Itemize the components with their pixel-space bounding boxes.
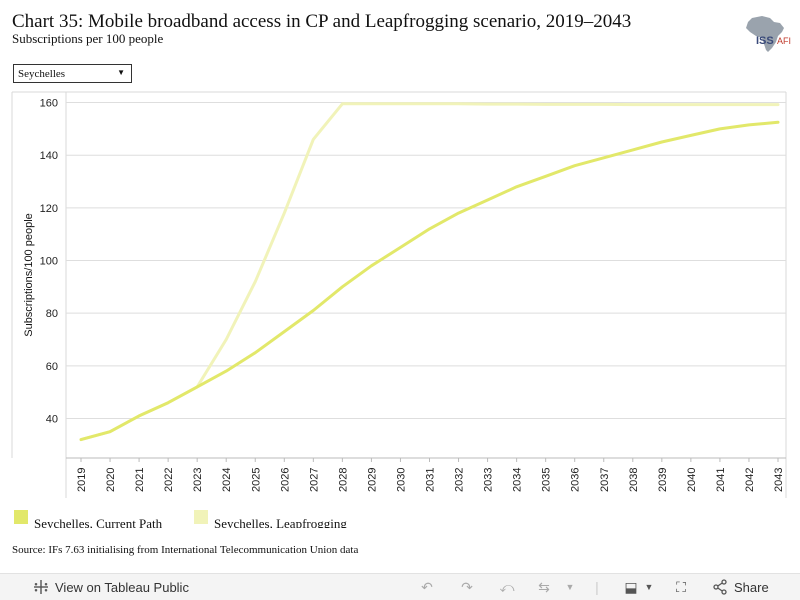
legend-swatch-leapfrogging [194, 510, 208, 524]
x-tick-label: 2024 [221, 468, 233, 492]
y-tick-label: 160 [40, 98, 58, 110]
tableau-toolbar: View on Tableau Public ↶ ↷ ⤺ ⇆ ▼ | ⬓ ▼ ⛶… [0, 573, 800, 600]
logo-text: ISS [756, 35, 774, 47]
y-axis-label: Subscriptions/100 people [23, 213, 35, 337]
x-tick-label: 2025 [250, 468, 262, 492]
x-tick-label: 2031 [425, 468, 437, 492]
y-tick-label: 120 [40, 203, 58, 215]
share-button[interactable]: Share [712, 579, 769, 595]
revert-icon[interactable]: ⤺ [499, 579, 515, 595]
y-tick-label: 40 [46, 414, 58, 426]
x-tick-label: 2033 [483, 468, 495, 492]
redo-icon[interactable]: ↷ [461, 579, 473, 595]
x-tick-label: 2030 [395, 468, 407, 492]
legend-label-current-path: Seychelles, Current Path [34, 516, 163, 528]
legend: Seychelles, Current Path Seychelles, Lea… [14, 510, 414, 528]
x-tick-label: 2028 [337, 468, 349, 492]
x-tick-label: 2032 [454, 468, 466, 492]
x-tick-label: 2020 [105, 468, 117, 492]
x-tick-label: 2043 [773, 468, 785, 492]
refresh-icon[interactable]: ⇆ [538, 579, 550, 595]
y-tick-label: 140 [40, 150, 58, 162]
x-tick-label: 2037 [599, 468, 611, 492]
x-tick-label: 2035 [541, 468, 553, 492]
x-tick-label: 2021 [134, 468, 146, 492]
iss-africa-logo: ISS AFI [746, 16, 791, 52]
y-tick-label: 100 [40, 256, 58, 268]
legend-swatch-current-path [14, 510, 28, 524]
y-tick-label: 60 [46, 361, 58, 373]
share-label: Share [734, 579, 769, 595]
fullscreen-icon[interactable]: ⛶ [676, 579, 686, 595]
x-tick-label: 2022 [163, 468, 175, 492]
chevron-down-icon[interactable]: ▼ [565, 582, 575, 592]
page-subtitle: Subscriptions per 100 people [12, 31, 164, 46]
undo-icon[interactable]: ↶ [421, 579, 433, 595]
source-note: Source: IFs 7.63 initialising from Inter… [12, 544, 359, 556]
view-on-tableau-link[interactable]: View on Tableau Public [33, 579, 189, 595]
x-tick-label: 2034 [512, 468, 524, 492]
x-tick-label: 2026 [279, 468, 291, 492]
series-line-seychelles-current-path [79, 120, 780, 442]
share-icon [713, 579, 727, 595]
x-tick-label: 2041 [715, 468, 727, 492]
x-tick-label: 2042 [744, 468, 756, 492]
x-tick-label: 2040 [686, 468, 698, 492]
download-icon[interactable]: ⬓ [624, 579, 638, 595]
x-tick-label: 2019 [76, 468, 88, 492]
x-tick-label: 2038 [628, 468, 640, 492]
tableau-icon [34, 580, 48, 594]
logo-suffix: AFI [777, 36, 791, 46]
toolbar-divider: | [595, 579, 599, 595]
country-dropdown-value: Seychelles [18, 68, 66, 80]
legend-label-leapfrogging: Seychelles, Leapfrogging [214, 516, 347, 528]
line-chart: 40 60 80 100 120 140 160 2019 2020 2021 2022 2023 20… [11, 91, 787, 498]
y-tick-label: 80 [46, 308, 58, 320]
x-tick-label: 2036 [570, 468, 582, 492]
x-tick-label: 2027 [308, 468, 320, 492]
view-on-tableau-label: View on Tableau Public [55, 579, 189, 595]
series-line-seychelles-leapfrogging [79, 102, 780, 442]
page-title: Chart 35: Mobile broadband access in CP … [12, 11, 632, 32]
x-tick-label: 2029 [366, 468, 378, 492]
x-tick-label: 2039 [657, 468, 669, 492]
chevron-down-icon[interactable]: ▼ [644, 582, 654, 592]
x-tick-label: 2023 [192, 468, 204, 492]
country-dropdown[interactable]: Seychelles ▼ [13, 64, 132, 83]
chevron-down-icon: ▼ [117, 68, 125, 77]
